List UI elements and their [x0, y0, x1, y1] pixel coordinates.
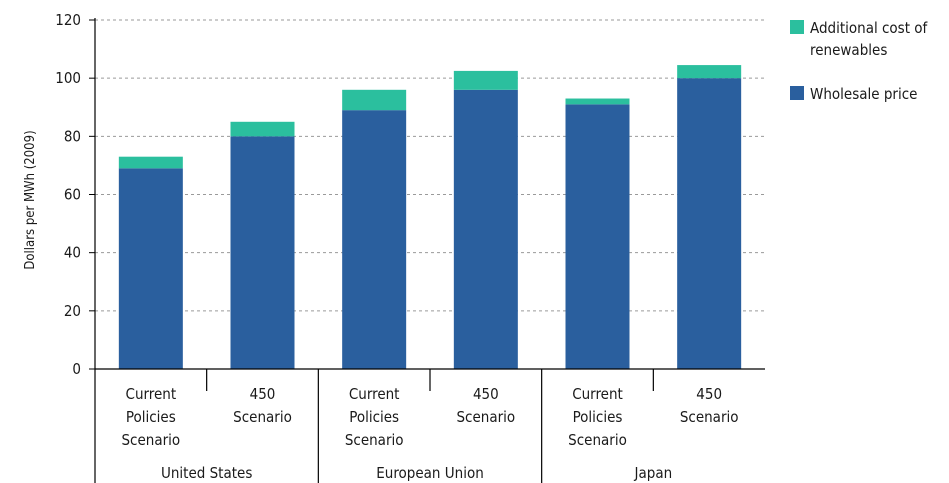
- y-tick-label: 40: [64, 244, 81, 262]
- x-group-label: Japan: [634, 464, 673, 482]
- bar-segment-wholesale-price: [342, 110, 407, 370]
- y-tick-label: 60: [64, 186, 81, 204]
- x-category-label: Current: [349, 385, 400, 403]
- x-group-label: European Union: [376, 464, 484, 482]
- bar-segment-additional-cost: [342, 89, 407, 111]
- y-tick-label: 20: [64, 302, 81, 320]
- x-category-label: 450: [250, 385, 276, 403]
- x-category-label: 450: [473, 385, 499, 403]
- x-category-label: Scenario: [568, 431, 627, 449]
- bar-segment-additional-cost: [453, 70, 518, 90]
- y-tick-label: 0: [72, 360, 81, 378]
- legend: Additional cost of renewables Wholesale pr…: [790, 19, 929, 103]
- legend-swatch: [790, 20, 804, 34]
- bar-segment-additional-cost: [230, 121, 295, 137]
- gridlines: [95, 19, 765, 312]
- x-category-label: Policies: [126, 408, 176, 426]
- legend-label: Additional cost of: [810, 19, 929, 37]
- legend-label: renewables: [810, 41, 887, 59]
- axes: [89, 18, 765, 483]
- bar-segment-additional-cost: [677, 65, 742, 79]
- bar-segment-wholesale-price: [118, 168, 183, 369]
- x-category-label: Current: [572, 385, 623, 403]
- x-category-label: Scenario: [233, 408, 292, 426]
- x-category-label: Scenario: [680, 408, 739, 426]
- bar-segment-wholesale-price: [565, 104, 630, 369]
- x-category-label: Scenario: [456, 408, 515, 426]
- x-category-label: Policies: [573, 408, 623, 426]
- x-group-label: United States: [161, 464, 252, 482]
- y-tick-labels: 0 20 40 60 80 100 120: [55, 11, 81, 378]
- bar-segment-additional-cost: [565, 98, 630, 105]
- bars: [118, 65, 742, 370]
- bar-segment-wholesale-price: [677, 78, 742, 370]
- x-category-label: Scenario: [121, 431, 180, 449]
- x-category-label: Policies: [349, 408, 399, 426]
- legend-label: Wholesale price: [810, 85, 917, 103]
- legend-swatch: [790, 86, 804, 100]
- y-tick-label: 100: [55, 69, 81, 87]
- x-category-label: Current: [126, 385, 177, 403]
- y-tick-label: 80: [64, 127, 81, 145]
- y-tick-label: 120: [55, 11, 81, 29]
- bar-segment-wholesale-price: [453, 89, 518, 370]
- y-axis-label: Dollars per MWh (2009): [23, 130, 38, 269]
- x-category-labels: Current Policies Scenario 450 Scenario United…: [121, 385, 738, 482]
- bar-segment-wholesale-price: [230, 136, 295, 369]
- x-category-label: 450: [696, 385, 722, 403]
- bar-segment-additional-cost: [118, 156, 183, 169]
- x-category-label: Scenario: [345, 431, 404, 449]
